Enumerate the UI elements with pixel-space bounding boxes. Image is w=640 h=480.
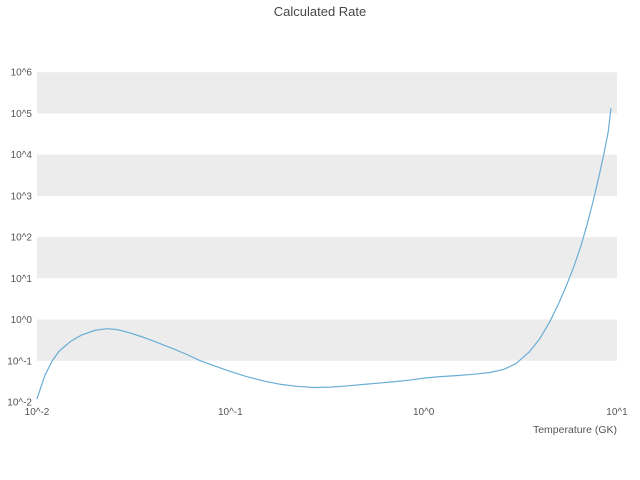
y-tick-label: 10^1 — [11, 274, 33, 285]
y-tick-label: 10^3 — [11, 191, 33, 202]
y-tick-label: 10^0 — [11, 315, 33, 326]
y-tick-label: 10^-1 — [7, 356, 32, 367]
plot-band — [37, 154, 617, 196]
plot-band — [37, 319, 617, 361]
chart-title: Calculated Rate — [273, 4, 367, 19]
rate-line — [36, 108, 612, 400]
y-tick-label: 10^-2 — [7, 398, 32, 409]
x-tick-label: 10^-1 — [218, 407, 243, 418]
plot-band — [37, 237, 617, 279]
x-axis-label: Temperature (GK) — [532, 424, 617, 436]
x-tick-label: 10^0 — [413, 407, 435, 418]
x-tick-label: 10^-2 — [25, 407, 50, 418]
plot-band — [37, 72, 617, 114]
y-tick-label: 10^6 — [11, 68, 33, 79]
y-tick-label: 10^4 — [11, 150, 33, 161]
y-tick-label: 10^5 — [11, 109, 33, 120]
x-tick-label: 10^1 — [606, 407, 628, 418]
y-tick-label: 10^2 — [11, 233, 33, 244]
